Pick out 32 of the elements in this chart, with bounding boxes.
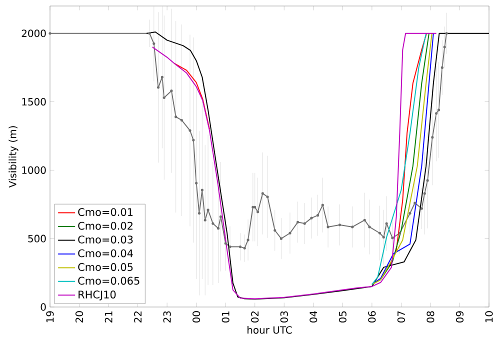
x-tick-label: 19 xyxy=(46,311,54,322)
x-tick-label: 20 xyxy=(75,311,84,322)
x-tick-label: 05 xyxy=(338,311,346,323)
x-axis-title: hour UTC xyxy=(248,326,292,334)
legend-label: RHCJ10 xyxy=(78,290,116,300)
y-tick-label: 1500 xyxy=(22,98,46,106)
legend-label: Cmo=0.04 xyxy=(78,249,133,258)
x-tick-label: 03 xyxy=(280,311,288,323)
x-tick-label: 07 xyxy=(397,311,405,323)
y-tick-label: 0 xyxy=(40,303,46,311)
legend-label: Cmo=0.02 xyxy=(78,222,132,230)
x-tick-label: 08 xyxy=(426,311,434,323)
x-tick-label: 00 xyxy=(192,311,200,323)
x-tick-label: 23 xyxy=(163,311,171,322)
y-tick-label: 2000 xyxy=(22,30,46,38)
legend-label: Cmo=0.065 xyxy=(78,276,140,285)
x-tick-label: 10 xyxy=(485,311,493,322)
legend-label: Cmo=0.05 xyxy=(78,263,133,271)
x-tick-label: 21 xyxy=(104,311,112,322)
legend-label: Cmo=0.01 xyxy=(78,208,133,216)
y-tick-label: 500 xyxy=(28,234,46,242)
legend-label: Cmo=0.03 xyxy=(78,236,133,244)
y-tick-label: 1000 xyxy=(22,166,46,174)
x-tick-label: 06 xyxy=(368,311,376,323)
x-tick-label: 22 xyxy=(134,312,142,322)
line-series xyxy=(152,32,437,300)
x-tick-label: 01 xyxy=(222,311,230,323)
y-axis-title: Visibility (m) xyxy=(8,126,18,188)
x-tick-label: 02 xyxy=(251,312,259,323)
line-series xyxy=(146,31,490,300)
x-tick-label: 04 xyxy=(310,311,318,323)
x-tick-label: 09 xyxy=(456,311,464,323)
